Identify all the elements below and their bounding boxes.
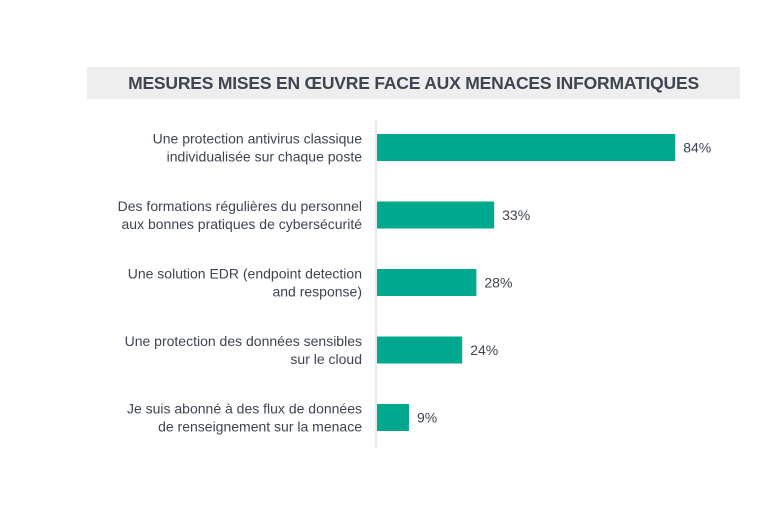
category-label-5: Je suis abonné à des flux de données de r… xyxy=(127,401,362,435)
bar-1 xyxy=(377,134,676,161)
category-label-1: Une protection antivirus classique indivi… xyxy=(153,131,363,165)
category-label-3: Une solution EDR (endpoint detection and … xyxy=(128,266,362,300)
chart-title-bar: MESURES MISES EN ŒUVRE FACE AUX MENACES … xyxy=(87,67,740,99)
bar-5 xyxy=(377,404,409,431)
category-label-2: Des formations régulières du personnel au… xyxy=(118,198,363,232)
bar-4 xyxy=(377,336,463,364)
value-label-3: 28% xyxy=(484,275,512,291)
category-label-4: Une protection des données sensibles sur … xyxy=(125,333,362,367)
bar-3 xyxy=(377,269,477,296)
value-label-1: 84% xyxy=(683,140,711,156)
category-label-1-line-2: individualisée sur chaque poste xyxy=(167,149,363,165)
category-label-2-line-2: aux bonnes pratiques de cybersécurité xyxy=(122,216,363,232)
category-label-4-line-2: sur le cloud xyxy=(290,351,362,367)
category-label-3-line-2: and response) xyxy=(272,284,362,300)
value-label-4: 24% xyxy=(470,342,498,358)
value-label-2: 33% xyxy=(502,207,530,223)
value-label-5: 9% xyxy=(417,410,437,426)
chart-title: MESURES MISES EN ŒUVRE FACE AUX MENACES … xyxy=(128,72,699,93)
category-label-2-line-1: Des formations régulières du personnel xyxy=(118,198,362,214)
category-label-1-line-1: Une protection antivirus classique xyxy=(153,131,363,147)
category-label-3-line-1: Une solution EDR (endpoint detection xyxy=(128,266,362,282)
category-label-5-line-2: de renseignement sur la menace xyxy=(158,419,362,435)
category-label-4-line-1: Une protection des données sensibles xyxy=(125,333,362,349)
category-label-5-line-1: Je suis abonné à des flux de données xyxy=(127,401,362,417)
bar-2 xyxy=(377,201,495,229)
